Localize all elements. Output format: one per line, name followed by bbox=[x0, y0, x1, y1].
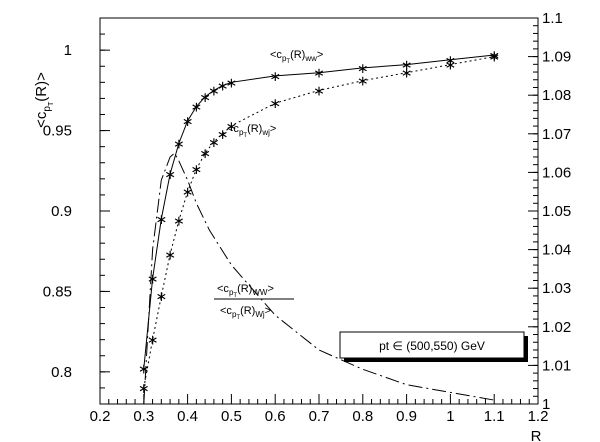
series-lines bbox=[143, 54, 495, 405]
series-label-wj: <cpT(R)wj> bbox=[227, 123, 276, 139]
series-1-marker: ∗ bbox=[445, 58, 457, 74]
y-right-tick-label: 1.05 bbox=[542, 203, 571, 220]
series-0-marker: ∗ bbox=[182, 114, 194, 130]
series-1-marker: ∗ bbox=[173, 214, 185, 230]
series-1-marker: ∗ bbox=[208, 135, 220, 151]
y-left-tick-label: 0.95 bbox=[43, 123, 72, 140]
y-right-tick-label: 1.06 bbox=[542, 164, 571, 181]
series-markers: ∗∗∗∗∗∗∗∗∗∗∗ ∗ ∗ ∗ ∗ ∗ ∗∗∗∗∗∗∗∗∗∗∗∗∗∗∗∗∗∗ bbox=[138, 48, 500, 397]
series-0-marker: ∗ bbox=[173, 136, 185, 152]
y-left-tick-label: 0.9 bbox=[51, 203, 72, 220]
y-axis-label: <cpT(R)> bbox=[33, 72, 55, 128]
x-tick-label: 1 bbox=[446, 408, 454, 425]
series-1-marker: ∗ bbox=[226, 119, 238, 135]
x-tick-label: 1.1 bbox=[484, 408, 505, 425]
svg-text:<cpT(R)>: <cpT(R)> bbox=[33, 72, 55, 128]
y-right-tick-label: 1.09 bbox=[542, 49, 571, 66]
series-label-ww: <cpT(R)ww> bbox=[270, 49, 323, 65]
ratio-label: <cpT(R)WW> <cpT(R)Wj> bbox=[214, 283, 294, 321]
series-line-1 bbox=[143, 56, 495, 388]
series-1-marker: ∗ bbox=[313, 83, 325, 99]
series-line-2 bbox=[143, 152, 495, 405]
series-0-marker: ∗ bbox=[357, 61, 369, 77]
series-0-marker: ∗ bbox=[445, 53, 457, 69]
y-right-tick-label: 1.07 bbox=[542, 126, 571, 143]
y-right-tick-label: 1.02 bbox=[542, 319, 571, 336]
legend-panel bbox=[339, 331, 525, 359]
series-1-marker: ∗ bbox=[164, 247, 176, 263]
series-1-marker: ∗ bbox=[147, 333, 159, 349]
x-tick-label: 0.8 bbox=[352, 408, 373, 425]
series-0-marker: ∗ bbox=[488, 48, 500, 64]
y-right-tick-label: 1.01 bbox=[542, 357, 571, 374]
series-0-marker: ∗ bbox=[269, 69, 281, 85]
series-0-marker: ∗ bbox=[226, 75, 238, 91]
series-1-marker: ∗ bbox=[488, 50, 500, 66]
y-right-tick-label: 1.1 bbox=[542, 10, 563, 27]
series-0-marker: ∗ bbox=[313, 66, 325, 82]
series-1-marker: ∗ bbox=[138, 381, 150, 397]
legend-text: pt ∈ (500,550) GeV bbox=[379, 339, 485, 353]
y-left-tick-label: 1 bbox=[64, 42, 72, 59]
y-left-tick-label: 0.8 bbox=[51, 364, 72, 381]
ratio-numerator: <cpT(R)WW> bbox=[217, 283, 274, 299]
x-tick-label: 0.7 bbox=[309, 408, 330, 425]
series-1-marker: ∗ bbox=[269, 96, 281, 112]
ratio-denominator: <cpT(R)Wj> bbox=[220, 305, 271, 321]
series-1-marker: ∗ bbox=[401, 66, 413, 82]
series-0-marker: ∗ bbox=[199, 90, 211, 106]
x-tick-label: 0.5 bbox=[221, 408, 242, 425]
series-0-marker: ∗ bbox=[164, 167, 176, 183]
legend-box: pt ∈ (500,550) GeV bbox=[339, 331, 528, 362]
y-right-tick-label: 1.04 bbox=[542, 242, 571, 259]
series-line-0 bbox=[143, 54, 495, 369]
x-tick-label: 0.6 bbox=[265, 408, 286, 425]
series-0-marker: ∗ bbox=[208, 83, 220, 99]
x-tick-label: 0.2 bbox=[90, 408, 111, 425]
series-0-marker: ∗ bbox=[190, 99, 202, 115]
y-right-tick-label: 1.08 bbox=[542, 87, 571, 104]
x-axis-ticks: 0.2 0.3 0.4 0.5 0.6 0.7 0.8 0.9 1 1.1 1.2 bbox=[90, 394, 549, 425]
y-right-tick-label: 1 bbox=[542, 396, 550, 413]
series-1-marker: ∗ bbox=[357, 74, 369, 90]
series-1-marker: ∗ bbox=[182, 185, 194, 201]
series-1-marker: ∗ bbox=[199, 146, 211, 162]
series-1-marker: ∗ bbox=[190, 162, 202, 178]
right-axis-ticks: 1 1.01 1.02 1.03 1.04 1.05 1.06 1.07 1.08 1.09 1.1 bbox=[528, 10, 571, 413]
series-0-marker: ∗ bbox=[155, 212, 167, 228]
series-1-marker: ∗ bbox=[155, 289, 167, 305]
series-0-marker: ∗ bbox=[217, 79, 229, 95]
y-right-tick-label: 1.03 bbox=[542, 280, 571, 297]
x-tick-label: 0.9 bbox=[396, 408, 417, 425]
series-0-marker: ∗ bbox=[138, 362, 150, 378]
x-tick-label: 0.4 bbox=[177, 408, 198, 425]
series-1-marker: ∗ bbox=[217, 127, 229, 143]
x-tick-label: 0.3 bbox=[133, 408, 154, 425]
y-left-tick-label: 0.85 bbox=[43, 283, 72, 300]
series-0-marker: ∗ bbox=[147, 272, 159, 288]
left-axis-ticks: 0.8 0.85 0.9 0.95 1 bbox=[43, 17, 110, 405]
x-axis-label: R bbox=[531, 428, 542, 442]
x-tick-label: 1.2 bbox=[528, 408, 549, 425]
series-0-marker: ∗ bbox=[401, 58, 413, 74]
